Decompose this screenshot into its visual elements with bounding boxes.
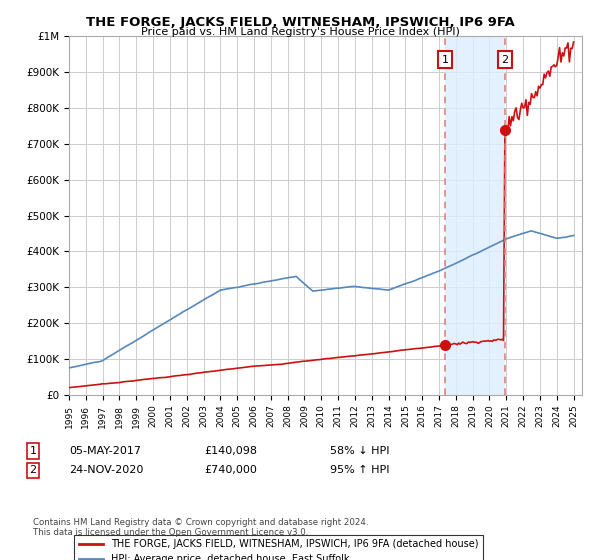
Text: Contains HM Land Registry data © Crown copyright and database right 2024.
This d: Contains HM Land Registry data © Crown c… (33, 518, 368, 538)
Text: 1: 1 (442, 55, 448, 65)
Text: 95% ↑ HPI: 95% ↑ HPI (330, 465, 389, 475)
Text: Price paid vs. HM Land Registry's House Price Index (HPI): Price paid vs. HM Land Registry's House … (140, 27, 460, 37)
Text: 2: 2 (29, 465, 37, 475)
Bar (445, 36, 505, 395)
Text: £140,098: £140,098 (204, 446, 257, 456)
Legend: THE FORGE, JACKS FIELD, WITNESHAM, IPSWICH, IP6 9FA (detached house), HPI: Avera: THE FORGE, JACKS FIELD, WITNESHAM, IPSWI… (74, 535, 483, 560)
Text: THE FORGE, JACKS FIELD, WITNESHAM, IPSWICH, IP6 9FA: THE FORGE, JACKS FIELD, WITNESHAM, IPSWI… (86, 16, 514, 29)
Text: 1: 1 (29, 446, 37, 456)
Text: 24-NOV-2020: 24-NOV-2020 (69, 465, 143, 475)
Text: 2: 2 (501, 55, 508, 65)
Text: £740,000: £740,000 (204, 465, 257, 475)
Text: 05-MAY-2017: 05-MAY-2017 (69, 446, 141, 456)
Text: 58% ↓ HPI: 58% ↓ HPI (330, 446, 389, 456)
